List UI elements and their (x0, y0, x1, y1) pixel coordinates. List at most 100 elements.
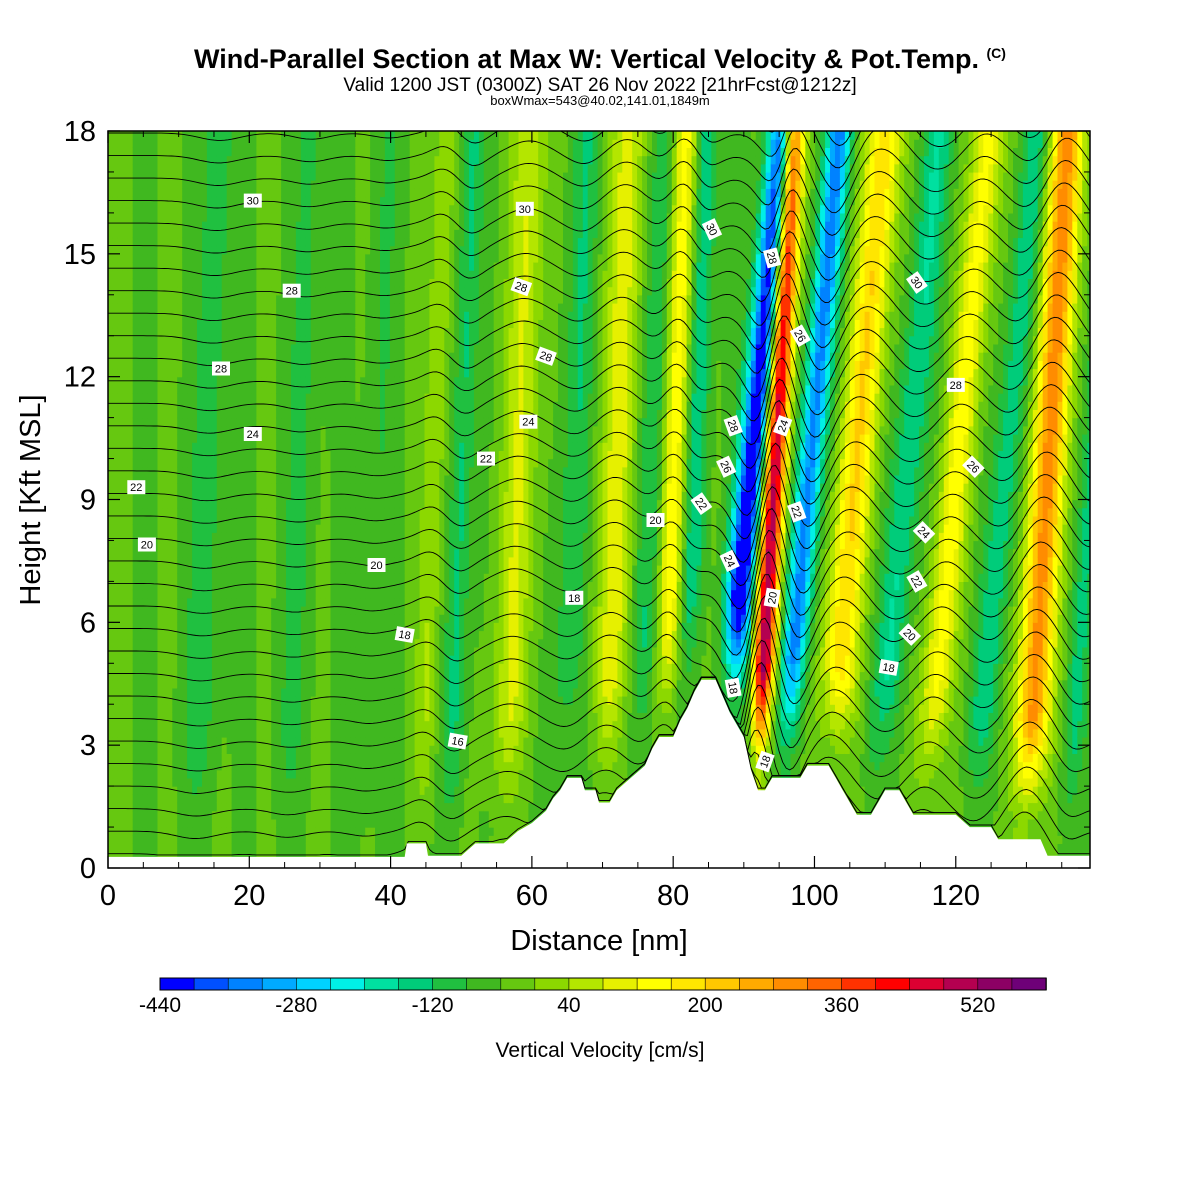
w-cell (206, 753, 213, 763)
w-cell (197, 524, 203, 533)
w-cell (291, 556, 297, 566)
w-cell (137, 409, 144, 419)
w-cell (127, 163, 134, 173)
w-cell (251, 393, 257, 402)
w-cell (167, 212, 173, 222)
w-cell (182, 286, 188, 296)
w-cell (197, 425, 203, 435)
w-cell (236, 802, 243, 812)
w-cell (340, 597, 346, 607)
w-cell (132, 147, 139, 157)
w-cell (108, 425, 114, 435)
w-cell (325, 671, 332, 681)
w-cell (167, 303, 173, 312)
w-cell (192, 360, 198, 370)
w-cell (157, 769, 163, 779)
w-cell (157, 188, 163, 198)
w-cell (300, 712, 307, 722)
w-cell (172, 532, 178, 542)
w-cell (177, 704, 183, 713)
w-cell (345, 368, 351, 378)
w-cell (197, 835, 203, 844)
w-cell (261, 188, 267, 198)
w-cell (291, 679, 297, 689)
w-cell (300, 548, 307, 558)
w-cell (355, 556, 361, 566)
w-cell (202, 131, 208, 140)
w-cell (137, 524, 144, 533)
w-cell (236, 139, 243, 148)
w-cell (345, 589, 351, 599)
w-cell (117, 728, 124, 738)
w-cell (350, 303, 356, 312)
w-cell (206, 786, 213, 795)
w-cell (142, 777, 149, 787)
w-cell (177, 319, 183, 329)
w-cell (137, 343, 144, 353)
w-cell (340, 311, 346, 320)
w-cell (256, 581, 262, 591)
w-cell (266, 253, 272, 263)
w-cell (216, 434, 223, 443)
w-cell (365, 589, 371, 599)
w-cell (177, 810, 183, 820)
w-cell (271, 368, 277, 378)
w-cell (231, 777, 238, 787)
w-cell (350, 319, 356, 329)
w-cell (251, 614, 257, 623)
w-cell (325, 507, 332, 517)
w-cell (167, 524, 173, 533)
w-cell (276, 442, 282, 451)
w-cell (221, 679, 228, 689)
w-cell (216, 401, 223, 410)
w-cell (152, 704, 158, 713)
w-cell (172, 393, 178, 402)
w-cell (320, 442, 327, 451)
w-cell (132, 589, 139, 599)
w-cell (221, 712, 228, 722)
w-cell (271, 745, 277, 754)
w-cell (206, 131, 213, 140)
w-cell (305, 835, 312, 844)
w-cell (187, 253, 193, 263)
w-cell (117, 335, 124, 345)
w-cell (350, 196, 356, 206)
w-cell (147, 614, 154, 623)
w-cell (122, 163, 129, 173)
w-cell (310, 237, 317, 247)
w-cell (281, 646, 287, 656)
w-cell (112, 515, 119, 525)
w-cell (355, 253, 361, 263)
w-cell (122, 679, 129, 689)
w-cell (271, 245, 277, 255)
w-cell (305, 630, 312, 640)
w-cell (152, 499, 158, 509)
w-cell (276, 794, 282, 804)
w-cell (261, 458, 267, 468)
w-cell (211, 212, 218, 222)
w-cell (162, 802, 168, 812)
w-cell (206, 483, 213, 492)
w-cell (325, 794, 332, 804)
w-cell (246, 229, 252, 239)
w-cell (256, 335, 262, 345)
w-cell (281, 425, 287, 435)
w-cell (370, 548, 376, 558)
w-cell (197, 311, 203, 320)
w-cell (167, 163, 173, 173)
w-cell (365, 409, 371, 419)
w-cell (127, 548, 134, 558)
w-cell (167, 720, 173, 730)
w-cell (147, 565, 154, 574)
w-cell (251, 335, 257, 345)
w-cell (108, 401, 114, 410)
w-cell (221, 474, 228, 484)
w-cell (108, 384, 114, 394)
w-cell (291, 532, 297, 542)
w-cell (172, 425, 178, 435)
w-cell (117, 221, 124, 230)
w-cell (221, 155, 228, 165)
w-cell (271, 139, 277, 148)
w-cell (112, 507, 119, 517)
w-cell (221, 802, 228, 812)
